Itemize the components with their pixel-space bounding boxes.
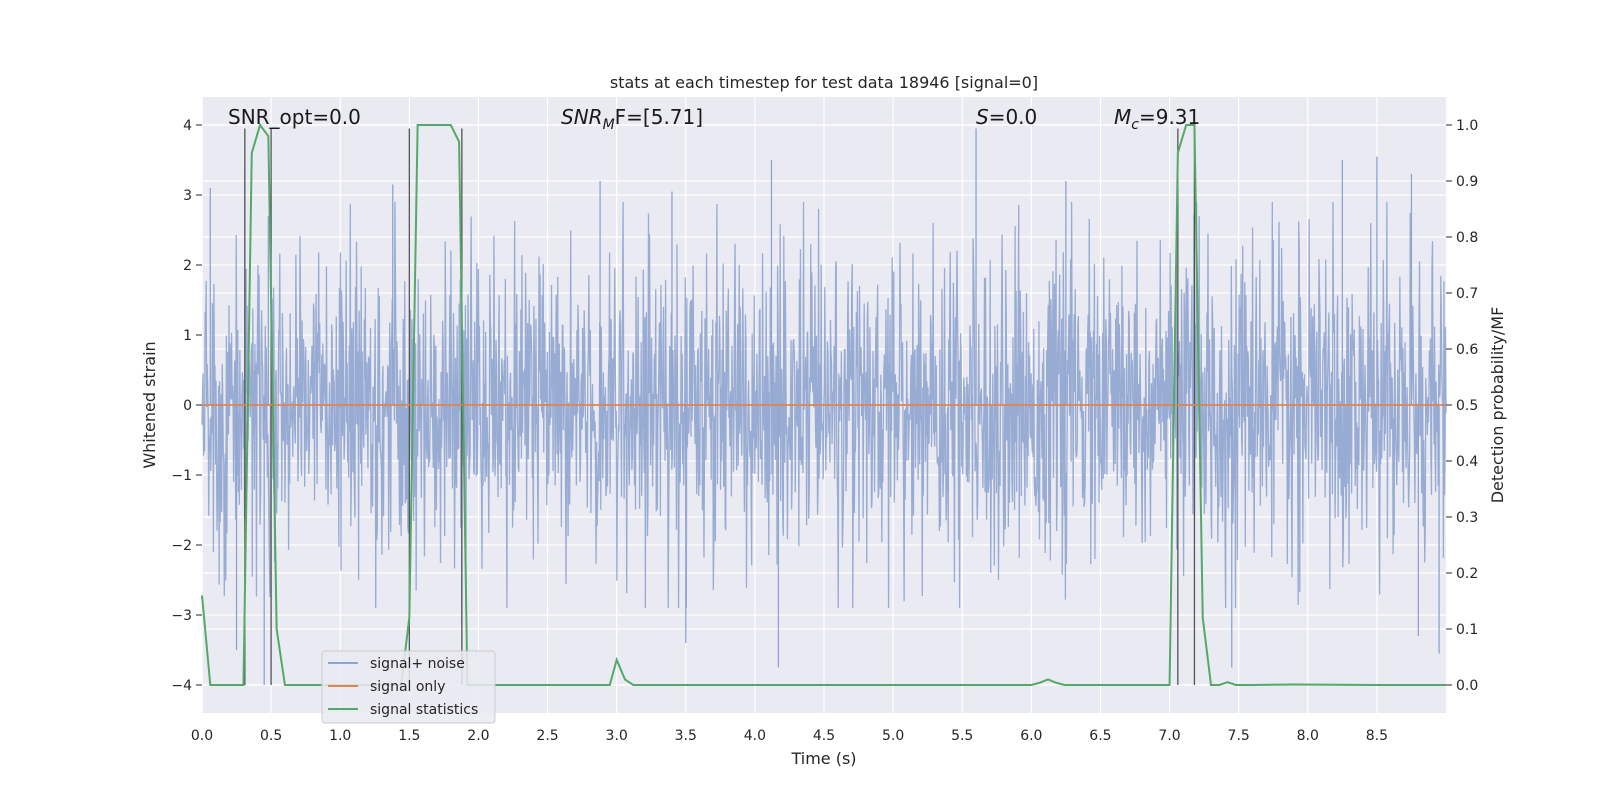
legend-label-signal-statistics: signal statistics [370, 702, 478, 718]
legend-label-signal-noise: signal+ noise [370, 656, 465, 672]
annotation-snr-opt: SNR_opt=0.0 [228, 105, 361, 129]
y-axis-left-label: Whitened strain [140, 341, 159, 468]
x-tick-label: 8.0 [1297, 728, 1319, 744]
y-right-tick-label: 0.1 [1456, 622, 1478, 638]
annotation-mc-main: M [1114, 105, 1131, 129]
annotation-snr-mf-rest: F=[5.71] [615, 105, 703, 129]
x-tick-label: 3.5 [675, 728, 697, 744]
legend: signal+ noise signal only signal statist… [321, 650, 496, 724]
y-left-tick-label: 3 [183, 188, 192, 204]
y-right-tick-label: 0.2 [1456, 566, 1478, 582]
x-tick-label: 0.5 [260, 728, 282, 744]
annotation-s-main: S [976, 105, 989, 129]
annotation-s: S=0.0 [976, 105, 1037, 129]
y-left-tick-label: 2 [183, 258, 192, 274]
y-right-tick-label: 0.0 [1456, 678, 1478, 694]
x-tick-label: 8.5 [1366, 728, 1388, 744]
y-left-tick-label: −4 [171, 678, 192, 694]
y-left-tick-label: 4 [183, 118, 192, 134]
annotation-mc: Mc=9.31 [1114, 105, 1200, 133]
annotation-snr-mf-main: SNR [561, 105, 603, 129]
y-left-tick-label: −2 [171, 538, 192, 554]
tick-labels: 0.0 0.5 1.0 1.5 2.0 2.5 3.0 3.5 4.0 4.5 5.0 5.5 6.0 6… [171, 118, 1478, 744]
y-right-tick-label: 0.5 [1456, 398, 1478, 414]
x-tick-label: 3.0 [606, 728, 628, 744]
x-tick-label: 1.0 [329, 728, 351, 744]
legend-box [321, 650, 496, 724]
y-right-tick-label: 0.7 [1456, 286, 1478, 302]
y-right-tick-label: 0.3 [1456, 510, 1478, 526]
x-tick-label: 2.5 [536, 728, 558, 744]
y-axis-right-label: Detection probability/MF [1488, 307, 1507, 504]
x-tick-label: 4.5 [813, 728, 835, 744]
x-tick-label: 2.0 [467, 728, 489, 744]
x-tick-label: 1.5 [398, 728, 420, 744]
x-tick-label: 6.5 [1089, 728, 1111, 744]
y-left-tick-label: 1 [183, 328, 192, 344]
y-right-tick-label: 1.0 [1456, 118, 1478, 134]
x-axis-label: Time (s) [790, 749, 856, 768]
annotation-snr-mf-sub: M [603, 117, 615, 133]
x-tick-label: 0.0 [191, 728, 213, 744]
chart-title: stats at each timestep for test data 189… [610, 73, 1038, 92]
x-tick-label: 6.0 [1020, 728, 1042, 744]
annotation-s-rest: =0.0 [989, 105, 1038, 129]
y-right-tick-label: 0.8 [1456, 230, 1478, 246]
y-left-tick-label: 0 [183, 398, 192, 414]
y-right-tick-label: 0.4 [1456, 454, 1478, 470]
x-tick-label: 5.5 [951, 728, 973, 744]
y-right-tick-label: 0.9 [1456, 174, 1478, 190]
x-tick-label: 4.0 [744, 728, 766, 744]
x-tick-label: 7.0 [1158, 728, 1180, 744]
y-left-tick-label: −3 [171, 608, 192, 624]
x-tick-label: 5.0 [882, 728, 904, 744]
y-right-tick-label: 0.6 [1456, 342, 1478, 358]
legend-label-signal-only: signal only [370, 679, 445, 695]
annotation-mc-sub: c [1131, 117, 1139, 133]
series-lines [201, 122, 1446, 686]
y-left-tick-label: −1 [171, 468, 192, 484]
x-tick-label: 7.5 [1228, 728, 1250, 744]
annotation-snr-mf: SNRMF=[5.71] [561, 105, 703, 133]
annotation-mc-rest: =9.31 [1139, 105, 1200, 129]
signal-statistics-line [201, 122, 1446, 686]
